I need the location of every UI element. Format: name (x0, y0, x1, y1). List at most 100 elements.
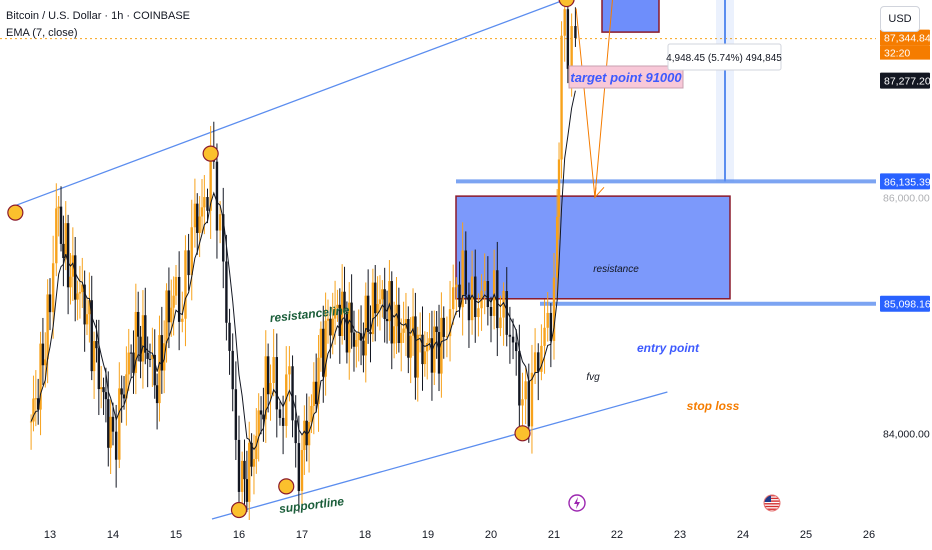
time-tick-label: 13 (44, 529, 56, 541)
candle-body (515, 342, 518, 352)
candle-body (198, 216, 201, 233)
candle-body (76, 293, 79, 300)
time-tick-label: 16 (233, 529, 245, 541)
candle-body (248, 442, 251, 502)
candle-body (193, 203, 197, 228)
candle-body (336, 304, 339, 308)
resistance-line-label: resistanceline (269, 303, 350, 325)
candle-body (132, 352, 135, 373)
candle-body (395, 304, 398, 327)
candle-body (44, 359, 47, 366)
candle-body (85, 314, 89, 325)
candle-body (297, 443, 301, 492)
entry-price-badge: 86,135.39 (884, 176, 931, 188)
candle-body (39, 343, 42, 410)
candle-body (524, 381, 527, 400)
candle-body (269, 383, 272, 395)
candle-body (144, 315, 147, 353)
candle-body (155, 385, 159, 404)
candle-body (312, 381, 316, 406)
candle-body (252, 459, 256, 467)
currency-button[interactable]: USD (880, 6, 920, 32)
candle-body (305, 420, 308, 446)
candle-body (57, 206, 60, 209)
price-tick-label: 84,000.00 (883, 428, 930, 440)
candle-body (402, 328, 405, 333)
candle-body (537, 352, 540, 372)
candle-body (416, 334, 419, 378)
time-tick-label: 14 (107, 529, 119, 541)
candle-body (62, 243, 65, 259)
candle-body (141, 315, 145, 362)
time-tick-label: 20 (485, 529, 497, 541)
candle-body (374, 282, 377, 314)
candle-body (352, 332, 356, 347)
candle-body (153, 354, 156, 386)
candle-body (378, 299, 382, 305)
candle-body (278, 409, 282, 418)
candle-body (461, 250, 464, 308)
candle-body (29, 421, 33, 423)
candle-body (129, 352, 133, 354)
candle-body (97, 348, 101, 390)
candle-body (555, 216, 559, 278)
candle-body (409, 335, 412, 358)
candle-body (338, 304, 341, 336)
candle-body (521, 399, 524, 406)
candle-body (165, 290, 168, 344)
chart-symbol-title: Bitcoin / U.S. Dollar · 1h · COINBASE (6, 10, 190, 22)
candle-body (134, 311, 138, 373)
candle-body (266, 356, 270, 395)
candle-body (345, 311, 349, 353)
candle-body (383, 289, 386, 319)
candle-body (566, 9, 570, 69)
candle-body (540, 345, 543, 372)
time-tick-label: 24 (737, 529, 749, 541)
target-label-box (568, 65, 684, 89)
candle-body (322, 328, 325, 377)
candle-body (139, 336, 142, 362)
candle-body (445, 336, 449, 338)
time-tick-label: 17 (296, 529, 308, 541)
candle-body (549, 312, 553, 341)
candle-body (433, 326, 436, 373)
candle-body (234, 389, 238, 440)
candle-body (437, 332, 441, 374)
candle-body (307, 422, 311, 446)
candle-body (329, 318, 332, 336)
candle-body (511, 336, 515, 343)
candle-body (209, 149, 212, 211)
candle-body (350, 302, 353, 333)
candle-body (314, 381, 318, 404)
candle-body (215, 161, 219, 231)
candle-body (264, 356, 267, 420)
candle-body (527, 381, 530, 427)
candle-body (530, 372, 534, 427)
candle-body (34, 398, 38, 400)
candle-body (477, 308, 480, 318)
candle-body (303, 420, 306, 451)
candle-body (546, 312, 549, 328)
stop-price-badge: 85,098.16 (884, 299, 931, 311)
entry-point-label: entry point (637, 341, 700, 355)
entry-price-badge-bg (880, 173, 930, 190)
candle-body (448, 309, 452, 337)
time-tick-label: 15 (170, 529, 182, 541)
candle-body (48, 294, 52, 313)
time-tick-label: 25 (800, 529, 812, 541)
candle-body (177, 276, 181, 322)
candle-body (430, 338, 434, 373)
time-tick-label: 21 (548, 529, 560, 541)
candle-body (502, 291, 505, 318)
ema-price-badge-bg (880, 72, 930, 89)
candle-body (125, 374, 128, 399)
stop-loss-label: stop loss (687, 399, 740, 413)
candle-body (333, 307, 337, 319)
candle-body (148, 358, 152, 360)
ema-indicator-label[interactable]: EMA (7, close) (6, 27, 78, 39)
countdown-badge: 32:20 (884, 48, 910, 60)
candle-body (146, 352, 149, 359)
candle-body (499, 317, 502, 329)
candle-body (505, 291, 508, 335)
